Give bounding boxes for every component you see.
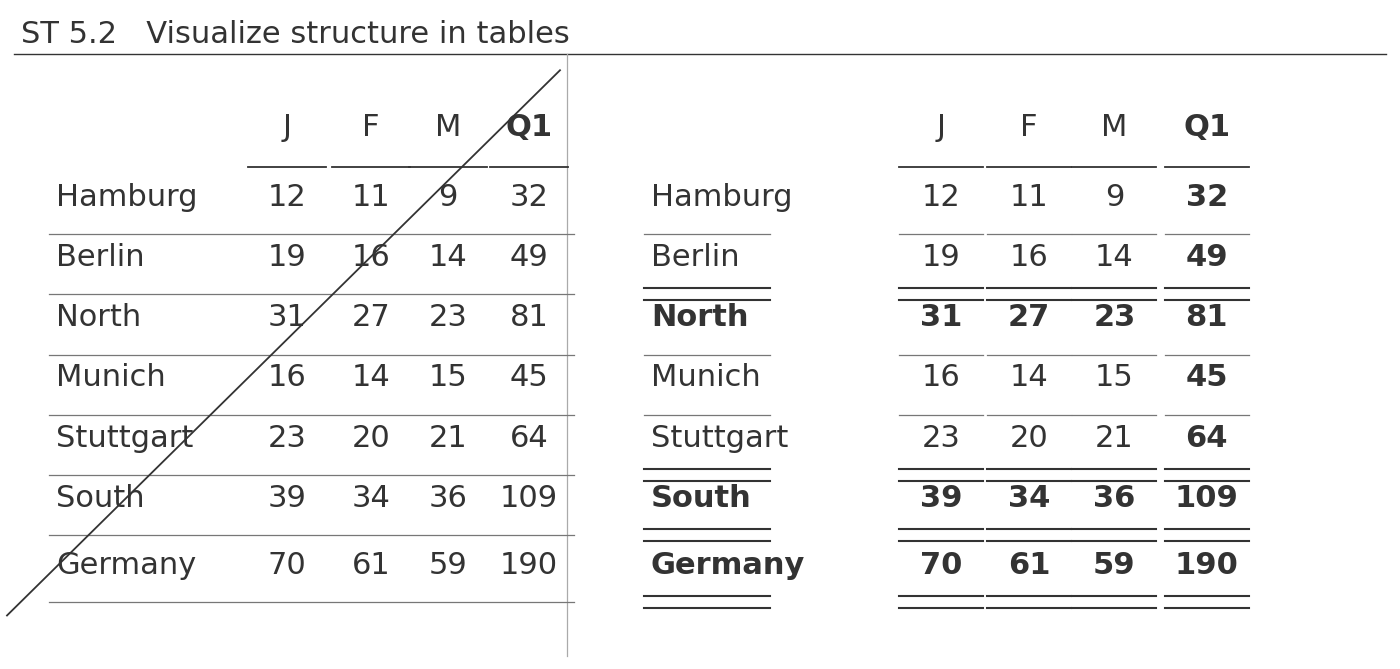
Text: 190: 190: [1175, 551, 1239, 580]
Text: 9: 9: [438, 183, 458, 212]
Text: 34: 34: [351, 484, 391, 513]
Text: 23: 23: [428, 303, 468, 332]
Text: 32: 32: [1186, 183, 1228, 212]
Text: 49: 49: [510, 243, 549, 272]
Text: 34: 34: [1008, 484, 1050, 513]
Text: Munich: Munich: [651, 363, 760, 393]
Text: Hamburg: Hamburg: [56, 183, 197, 212]
Text: M: M: [1102, 112, 1127, 142]
Text: 16: 16: [267, 363, 307, 393]
Text: 70: 70: [920, 551, 962, 580]
Text: 39: 39: [920, 484, 962, 513]
Text: 109: 109: [500, 484, 559, 513]
Text: 36: 36: [1093, 484, 1135, 513]
Text: 31: 31: [267, 303, 307, 332]
Text: 49: 49: [1186, 243, 1228, 272]
Text: 23: 23: [921, 423, 960, 453]
Text: 70: 70: [267, 551, 307, 580]
Text: 81: 81: [510, 303, 549, 332]
Text: 64: 64: [510, 423, 549, 453]
Text: 61: 61: [351, 551, 391, 580]
Text: North: North: [56, 303, 141, 332]
Text: 39: 39: [267, 484, 307, 513]
Text: 109: 109: [1175, 484, 1239, 513]
Text: Q1: Q1: [505, 112, 553, 142]
Text: 15: 15: [428, 363, 468, 393]
Text: 19: 19: [921, 243, 960, 272]
Text: 9: 9: [1105, 183, 1124, 212]
Text: 20: 20: [1009, 423, 1049, 453]
Text: 21: 21: [1095, 423, 1134, 453]
Text: 16: 16: [351, 243, 391, 272]
Text: 14: 14: [428, 243, 468, 272]
Text: 27: 27: [351, 303, 391, 332]
Text: F: F: [1021, 112, 1037, 142]
Text: Berlin: Berlin: [651, 243, 739, 272]
Text: 31: 31: [920, 303, 962, 332]
Text: Munich: Munich: [56, 363, 165, 393]
Text: J: J: [937, 112, 945, 142]
Text: ST 5.2   Visualize structure in tables: ST 5.2 Visualize structure in tables: [21, 20, 570, 49]
Text: South: South: [651, 484, 752, 513]
Text: 11: 11: [351, 183, 391, 212]
Text: M: M: [435, 112, 461, 142]
Text: Berlin: Berlin: [56, 243, 144, 272]
Text: 12: 12: [267, 183, 307, 212]
Text: 59: 59: [428, 551, 468, 580]
Text: 21: 21: [428, 423, 468, 453]
Text: 14: 14: [1009, 363, 1049, 393]
Text: Germany: Germany: [651, 551, 805, 580]
Text: 16: 16: [1009, 243, 1049, 272]
Text: 61: 61: [1008, 551, 1050, 580]
Text: J: J: [283, 112, 291, 142]
Text: 16: 16: [921, 363, 960, 393]
Text: 45: 45: [510, 363, 549, 393]
Text: Stuttgart: Stuttgart: [56, 423, 193, 453]
Text: Germany: Germany: [56, 551, 196, 580]
Text: South: South: [56, 484, 144, 513]
Text: 59: 59: [1093, 551, 1135, 580]
Text: F: F: [363, 112, 379, 142]
Text: 45: 45: [1186, 363, 1228, 393]
Text: North: North: [651, 303, 749, 332]
Text: 19: 19: [267, 243, 307, 272]
Text: 23: 23: [267, 423, 307, 453]
Text: 190: 190: [500, 551, 559, 580]
Text: 20: 20: [351, 423, 391, 453]
Text: Q1: Q1: [1183, 112, 1231, 142]
Text: Stuttgart: Stuttgart: [651, 423, 788, 453]
Text: 81: 81: [1186, 303, 1228, 332]
Text: 32: 32: [510, 183, 549, 212]
Text: 14: 14: [351, 363, 391, 393]
Text: 11: 11: [1009, 183, 1049, 212]
Text: 12: 12: [921, 183, 960, 212]
Text: 64: 64: [1186, 423, 1228, 453]
Text: 27: 27: [1008, 303, 1050, 332]
Text: Hamburg: Hamburg: [651, 183, 792, 212]
Text: 14: 14: [1095, 243, 1134, 272]
Text: 15: 15: [1095, 363, 1134, 393]
Text: 36: 36: [428, 484, 468, 513]
Text: 23: 23: [1093, 303, 1135, 332]
